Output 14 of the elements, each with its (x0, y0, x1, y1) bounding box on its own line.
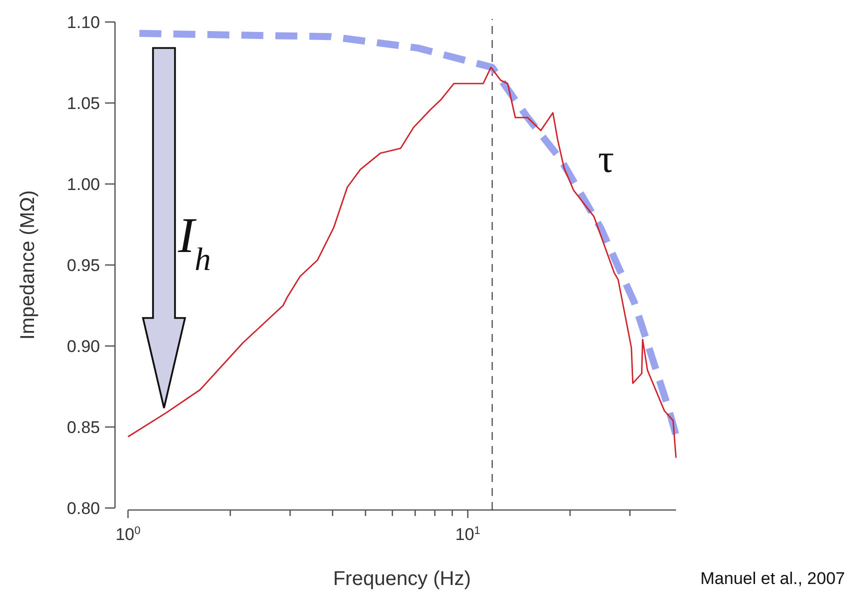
y-tick-label: 1.05 (66, 94, 100, 113)
y-axis-title: Impedance (MΩ) (17, 190, 39, 340)
annotation: τ (598, 136, 614, 181)
annotation: I$_{h}$ (177, 207, 211, 278)
y-tick-label: 1.10 (66, 12, 100, 32)
y-tick-label: 0.80 (66, 498, 100, 518)
x-tick-label: 10$^{0}$ (115, 525, 141, 544)
text: Manuel et al., 2007 (700, 569, 845, 588)
x-tick-label: 10$^{1}$ (455, 525, 480, 544)
y-tick-label: 0.90 (66, 336, 100, 356)
x-axis-title: Frequency (Hz) (333, 568, 471, 590)
y-tick-label: 0.95 (66, 256, 100, 275)
y-tick-label: 0.85 (66, 418, 100, 437)
y-tick-label: 1.00 (66, 174, 100, 194)
